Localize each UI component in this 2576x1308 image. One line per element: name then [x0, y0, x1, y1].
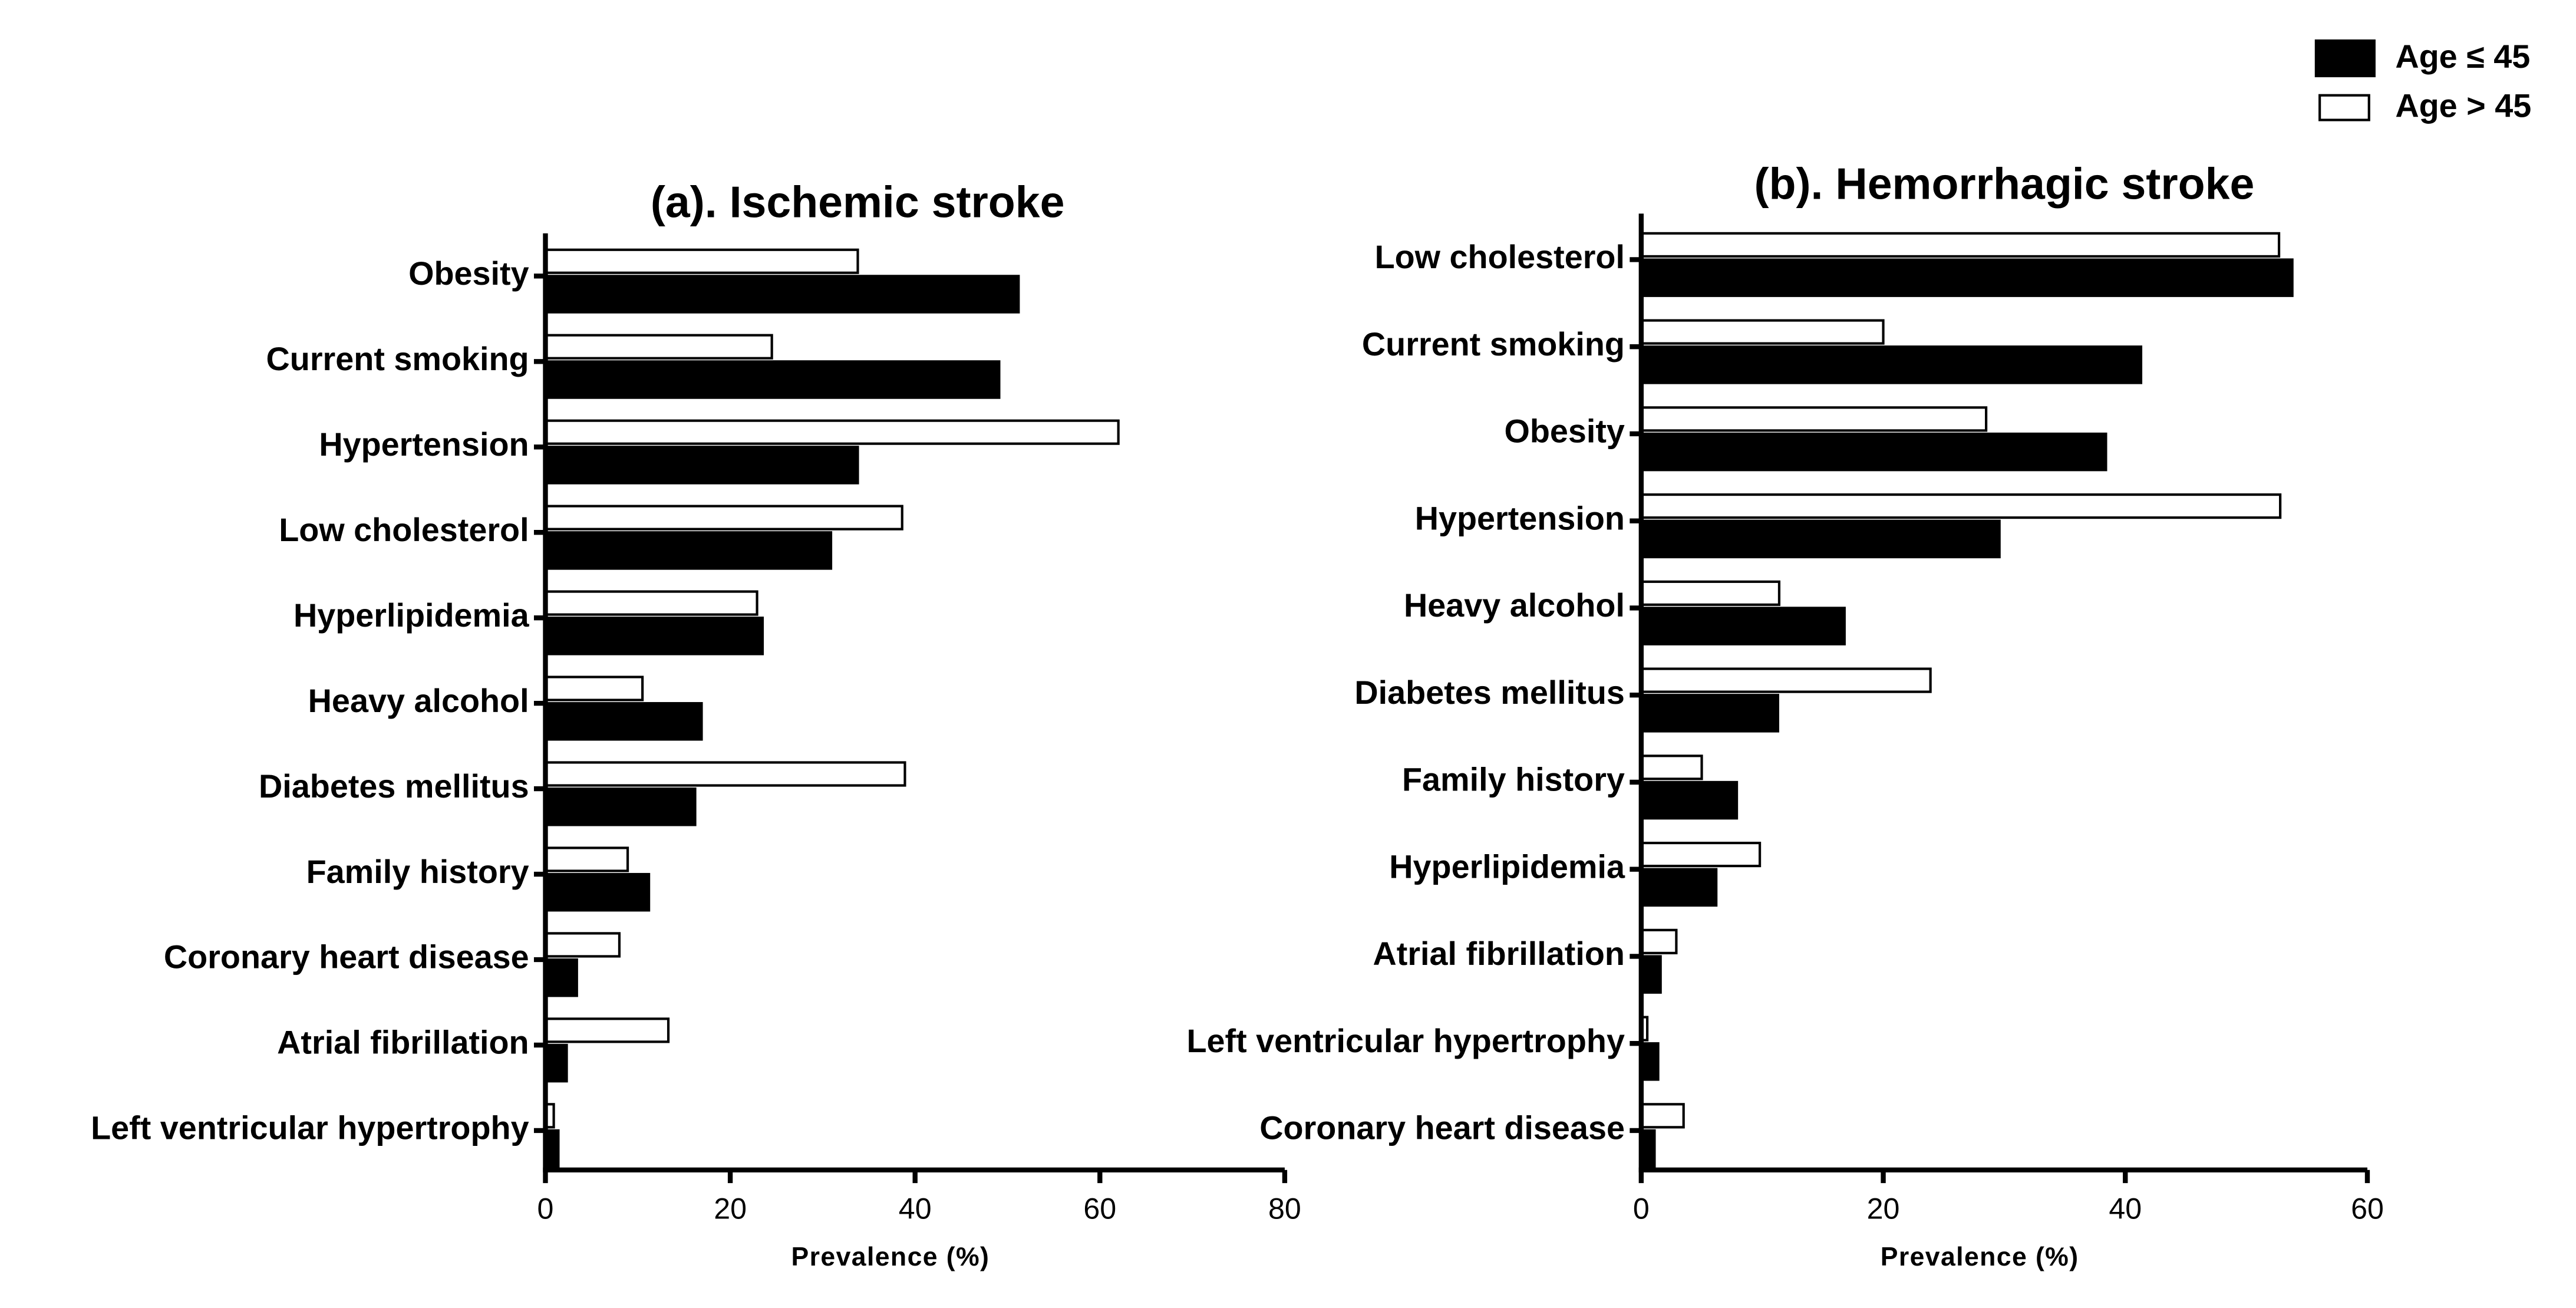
- y-tick-label: Family history: [1402, 762, 1625, 798]
- bar: [1640, 406, 1988, 432]
- bar: [1640, 667, 1932, 693]
- bar: [544, 958, 578, 997]
- bar: [544, 275, 1020, 314]
- bar: [544, 1017, 670, 1043]
- y-tick-label: Heavy alcohol: [1404, 587, 1625, 624]
- bar: [1640, 868, 1718, 907]
- x-axis-label: Prevalence (%): [791, 1243, 989, 1271]
- bar: [544, 932, 621, 958]
- y-tick-label: Hyperlipidemia: [1389, 848, 1625, 885]
- x-tick-label: 60: [1083, 1192, 1116, 1225]
- bar: [544, 590, 758, 616]
- bar: [544, 446, 859, 485]
- bar: [1640, 258, 2294, 297]
- bar: [1640, 755, 1703, 780]
- y-tick-label: Current smoking: [1362, 326, 1625, 363]
- bar: [1640, 694, 1779, 733]
- bar: [544, 617, 764, 655]
- x-tick-label: 0: [537, 1192, 554, 1225]
- bar: [1640, 841, 1762, 868]
- y-tick-label: Hyperlipidemia: [293, 597, 530, 634]
- bar: [1640, 232, 2281, 258]
- bar: [544, 505, 903, 531]
- bar: [544, 676, 644, 701]
- legend-label: Age > 45: [2395, 88, 2531, 124]
- bar: [544, 531, 833, 570]
- bar: [1640, 432, 2107, 472]
- y-tick-label: Low cholesterol: [1375, 239, 1625, 275]
- bar: [1640, 345, 2143, 384]
- bar: [544, 419, 1120, 445]
- bar: [1640, 493, 2282, 519]
- bar: [1640, 955, 1662, 994]
- bar: [1640, 519, 2001, 559]
- y-tick-label: Left ventricular hypertrophy: [91, 1110, 529, 1146]
- bar: [544, 846, 629, 872]
- y-tick-label: Coronary heart disease: [164, 939, 529, 976]
- bar: [544, 761, 906, 787]
- y-tick-label: Left ventricular hypertrophy: [1186, 1023, 1624, 1059]
- x-tick-label: 40: [899, 1192, 932, 1225]
- y-tick-label: Diabetes mellitus: [1354, 674, 1625, 711]
- bar: [544, 334, 773, 360]
- legend-label: Age ≤ 45: [2395, 38, 2530, 75]
- bar: [1640, 1042, 1660, 1081]
- y-tick-label: Low cholesterol: [279, 512, 529, 548]
- bar: [1640, 1103, 1685, 1129]
- chart-title: (a). Ischemic stroke: [651, 177, 1065, 226]
- bar: [544, 872, 651, 912]
- y-tick-label: Atrial fibrillation: [1373, 935, 1625, 972]
- bar: [544, 702, 703, 741]
- bar: [1640, 580, 1781, 606]
- y-tick-label: Heavy alcohol: [308, 683, 529, 719]
- y-tick-label: Obesity: [408, 255, 529, 292]
- y-tick-label: Hypertension: [319, 426, 529, 463]
- bar: [544, 787, 697, 826]
- bar: [544, 248, 859, 274]
- y-tick-label: Atrial fibrillation: [277, 1024, 529, 1061]
- x-tick-label: 20: [1867, 1192, 1900, 1225]
- y-tick-label: Current smoking: [266, 341, 529, 377]
- bar: [1640, 928, 1678, 954]
- chart-title: (b). Hemorrhagic stroke: [1754, 159, 2254, 209]
- bar: [544, 360, 1001, 399]
- bar: [1640, 780, 1739, 820]
- y-tick-label: Coronary heart disease: [1259, 1110, 1625, 1146]
- x-tick-label: 80: [1268, 1192, 1301, 1225]
- x-axis-label: Prevalence (%): [1881, 1243, 2079, 1271]
- y-tick-label: Family history: [306, 854, 529, 890]
- bar: [544, 1043, 568, 1083]
- x-tick-label: 40: [2109, 1192, 2142, 1225]
- y-tick-label: Obesity: [1504, 413, 1625, 450]
- y-tick-label: Diabetes mellitus: [259, 768, 529, 805]
- x-tick-label: 20: [714, 1192, 747, 1225]
- y-tick-label: Hypertension: [1415, 500, 1625, 536]
- bar: [1640, 607, 1846, 645]
- bar: [1640, 319, 1885, 345]
- x-tick-label: 60: [2351, 1192, 2384, 1225]
- legend-swatch: [2318, 94, 2370, 121]
- x-tick-label: 0: [1633, 1192, 1650, 1225]
- legend-swatch: [2314, 39, 2376, 78]
